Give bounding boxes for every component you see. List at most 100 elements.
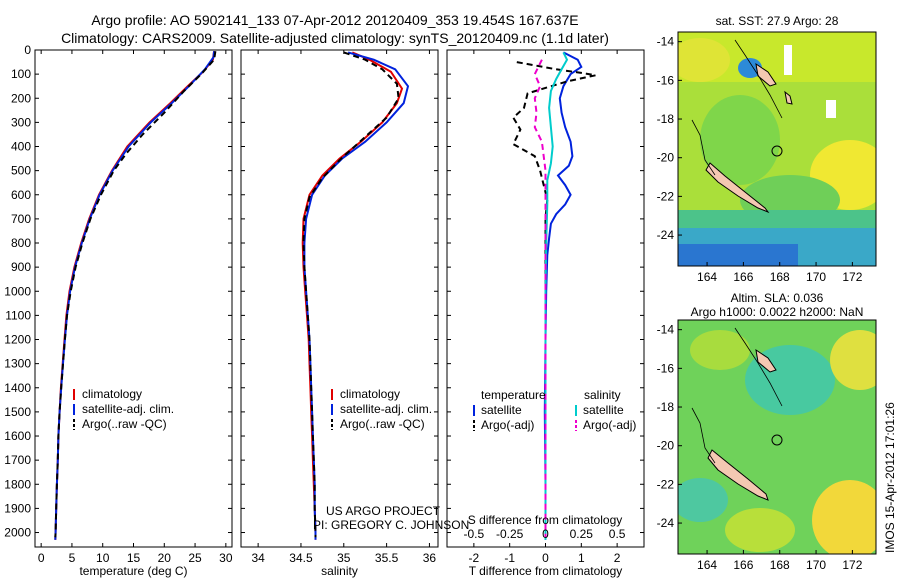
legend-label: climatology <box>82 387 142 401</box>
sla-map-frame <box>677 319 877 555</box>
x-tick-label-salinity: -0.25 <box>496 527 524 541</box>
legend-label: Argo(..raw -QC) <box>340 417 425 431</box>
sla-map-title-line2: Argo h1000: 0.0022 h2000: NaN <box>691 305 864 319</box>
x-tick-label: 5 <box>69 551 76 565</box>
y-tick-label: 1400 <box>4 381 31 395</box>
sla-island-vanuatu <box>755 348 777 373</box>
map-y-tick-label: -18 <box>657 400 675 414</box>
sst-missing-data-2 <box>826 100 836 118</box>
sla-yellow-patch <box>812 480 876 554</box>
figure-title-line2: Climatology: CARS2009. Satellite-adjuste… <box>61 30 609 46</box>
legend-label: satellite-adj. clim. <box>82 402 174 416</box>
legend-title-salinity: salinity <box>584 388 621 402</box>
x-tick-label: 35 <box>337 551 351 565</box>
x-tick-label: 10 <box>96 551 110 565</box>
sla-cyan-patch-2 <box>678 478 728 522</box>
x-tick-label-salinity: 0 <box>542 527 549 541</box>
sst-coldest-band <box>678 244 798 266</box>
series-line-t-argo-adj- <box>511 61 596 538</box>
y-tick-label: 900 <box>11 260 31 274</box>
y-tick-label: 200 <box>11 91 31 105</box>
sla-map <box>678 320 876 554</box>
map-y-tick-label: -20 <box>657 151 675 165</box>
legend-label: Argo(-adj) <box>583 418 636 432</box>
x-tick-label: 2 <box>614 551 621 565</box>
series-line-climatology <box>301 51 404 540</box>
x-tick-label-salinity: 0.5 <box>609 527 626 541</box>
sst-bathymetry-contour <box>691 39 783 176</box>
y-tick-label: 1700 <box>4 453 31 467</box>
sla-island-new-caledonia <box>707 449 769 501</box>
sla-yellow-patch-2 <box>830 330 876 390</box>
x-axis-label: salinity <box>321 564 358 578</box>
temperature-panel: 0 5 10 15 20 25 30 temperature (deg C) 0 100 200 30… <box>4 43 233 578</box>
y-tick-label: 1600 <box>4 429 31 443</box>
y-tick-label: 1000 <box>4 284 31 298</box>
x-tick-label: 0 <box>38 551 45 565</box>
series-line-climatology <box>54 51 216 540</box>
y-tick-label: 100 <box>11 67 31 81</box>
x-tick-label: 0 <box>542 551 549 565</box>
difference-panel: -2 -1 0 1 2T difference from climatology -0.5… <box>446 49 645 578</box>
x-tick-label: 15 <box>127 551 141 565</box>
x-tick-label: -2 <box>469 551 480 565</box>
figure-title-line1: Argo profile: AO 5902141_133 07-Apr-2012… <box>91 12 578 28</box>
y-tick-label: 0 <box>24 43 31 57</box>
sst-map <box>678 32 876 266</box>
y-tick-label: 400 <box>11 140 31 154</box>
map-y-tick-label: -14 <box>657 323 675 337</box>
sla-map-axes: 164 166 168 170 172 -14 -16 -18 -20 -22 -24 <box>657 323 863 572</box>
y-tick-label: 800 <box>11 236 31 250</box>
x-tick-label: 25 <box>188 551 202 565</box>
map-x-tick-label: 166 <box>733 270 753 284</box>
series-line-satellite-adj-clim- <box>303 51 410 540</box>
x-tick-label-salinity: -0.5 <box>464 527 485 541</box>
sst-float-marker <box>771 145 783 157</box>
plot-frame <box>240 49 439 548</box>
map-y-tick-label: -24 <box>657 228 675 242</box>
y-tick-label: 600 <box>11 188 31 202</box>
x-tick-label: -1 <box>504 551 515 565</box>
x-tick-label-salinity: 0.25 <box>570 527 594 541</box>
sst-map-axes: 164 166 168 170 172 -14 -16 -18 -20 -22 -24 <box>657 35 863 284</box>
sst-blue-spot <box>738 58 762 78</box>
x-tick-label: 34.5 <box>289 551 313 565</box>
y-tick-label: 2000 <box>4 526 31 540</box>
series-line-satellite-adj-clim- <box>54 51 216 540</box>
credit-line2: PI: GREGORY C. JOHNSON <box>313 518 469 532</box>
series-group <box>54 51 217 540</box>
series-group <box>301 51 410 540</box>
series-line-argo-raw-qc- <box>302 51 400 538</box>
salinity-panel: 34 34.5 35 35.5 36 salinity climatologysatelli… <box>240 49 439 578</box>
legend-label: satellite-adj. clim. <box>340 402 432 416</box>
series-line-s-argo-adj- <box>533 59 547 538</box>
map-x-tick-label: 168 <box>770 558 790 572</box>
y-tick-label: 700 <box>11 212 31 226</box>
series-group <box>511 51 596 540</box>
legend-label: Argo(..raw -QC) <box>82 417 167 431</box>
sst-cool-band <box>678 210 876 230</box>
y-tick-label: 500 <box>11 164 31 178</box>
plot-frame <box>34 49 233 548</box>
map-y-tick-label: -24 <box>657 516 675 530</box>
map-x-tick-label: 168 <box>770 270 790 284</box>
x-tick-label: 36 <box>423 551 437 565</box>
series-line-argo-raw-qc- <box>54 51 217 538</box>
map-x-tick-label: 170 <box>806 270 826 284</box>
map-x-tick-label: 172 <box>842 558 862 572</box>
map-y-tick-label: -18 <box>657 112 675 126</box>
map-x-tick-label: 166 <box>733 558 753 572</box>
sla-bathymetry-contour <box>691 327 783 464</box>
sst-island-vanuatu-2 <box>784 90 793 105</box>
sst-green-patch <box>700 95 780 185</box>
y-tick-label: 300 <box>11 115 31 129</box>
map-y-tick-label: -14 <box>657 35 675 49</box>
map-y-tick-label: -16 <box>657 361 675 375</box>
map-x-tick-label: 172 <box>842 270 862 284</box>
legend-label: Argo(-adj) <box>481 418 534 432</box>
x-tick-label: 35.5 <box>375 551 399 565</box>
y-tick-label: 1300 <box>4 357 31 371</box>
x-axis-label: temperature (deg C) <box>79 564 187 578</box>
sst-island-new-caledonia <box>705 162 770 214</box>
